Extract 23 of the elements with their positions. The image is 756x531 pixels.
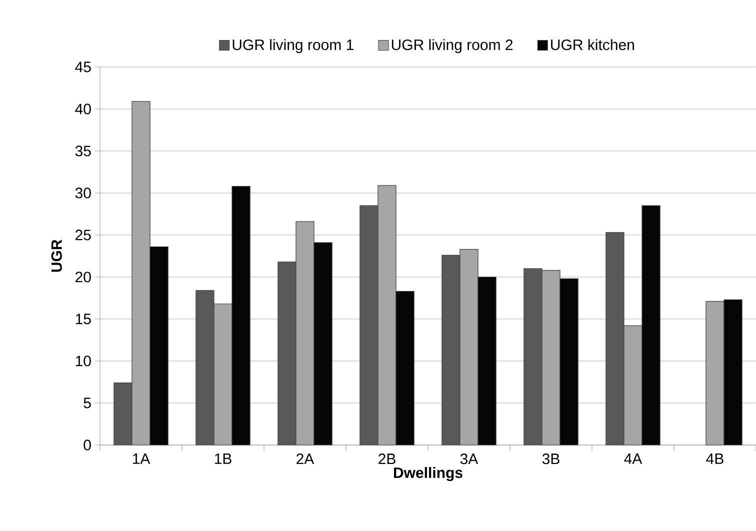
y-tick-label: 25 (76, 230, 91, 240)
legend-label: UGR living room 2 (392, 39, 513, 54)
x-tick-label: 4B (706, 454, 724, 464)
y-tick-label: 5 (84, 398, 91, 408)
x-tick-label: 3A (460, 454, 478, 464)
y-tick-label: 15 (76, 314, 91, 324)
y-axis-title: UGR (51, 240, 62, 272)
y-tick-label: 0 (84, 440, 91, 450)
x-tick-label: 2B (378, 454, 396, 464)
x-axis-title: Dwellings (394, 467, 462, 482)
x-tick-label: 1B (214, 454, 232, 464)
y-tick-label: 45 (75, 62, 91, 72)
x-tick-label: 4A (624, 454, 642, 464)
y-tick-label: 40 (75, 104, 91, 114)
x-tick-label: 3B (542, 454, 560, 464)
x-tick-label: 1A (132, 454, 150, 464)
x-tick-label: 2A (296, 454, 314, 464)
y-tick-label: 35 (75, 146, 91, 156)
legend-label: UGR kitchen (551, 39, 634, 50)
y-tick-label: 20 (76, 272, 91, 282)
y-tick-label: 30 (75, 188, 91, 198)
legend-label: UGR living room 1 (232, 39, 354, 54)
y-tick-label: 10 (76, 356, 91, 366)
